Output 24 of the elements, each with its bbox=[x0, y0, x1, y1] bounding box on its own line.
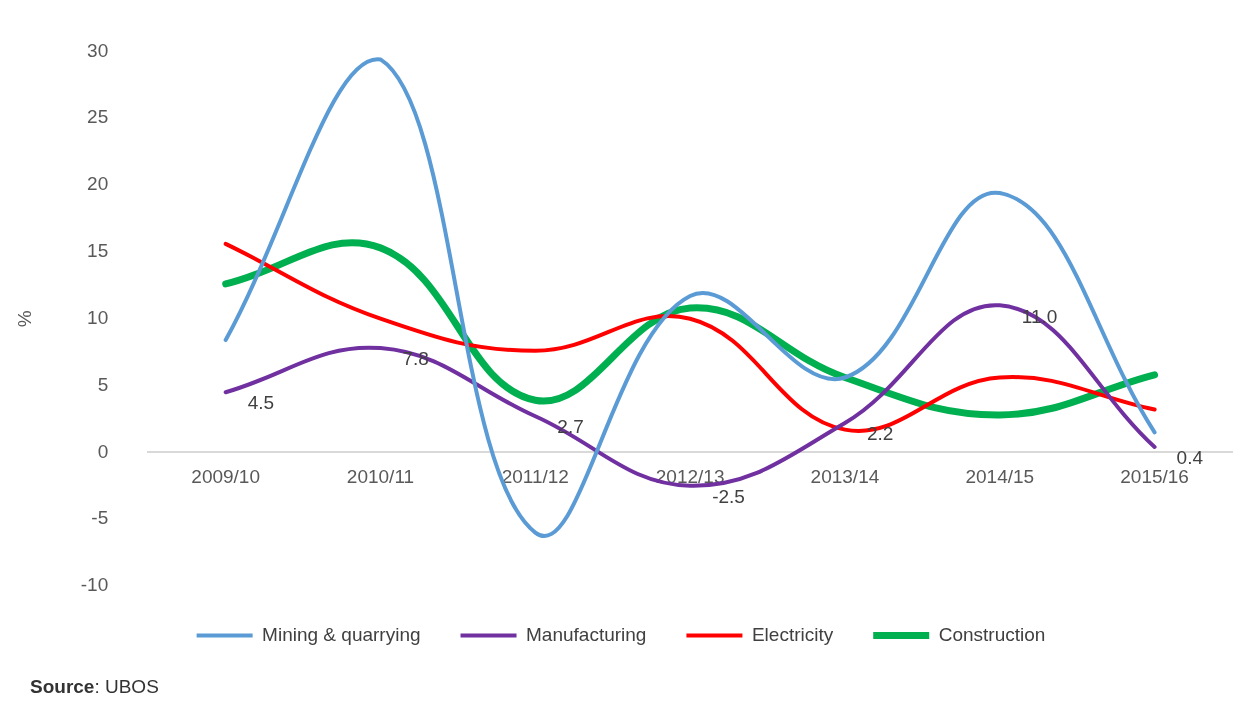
x-tick-label: 2009/10 bbox=[191, 465, 261, 487]
x-tick-label: 2014/15 bbox=[965, 465, 1035, 487]
legend-label: Electricity bbox=[751, 623, 834, 645]
y-tick-label: 15 bbox=[87, 240, 109, 262]
y-tick-label: 0 bbox=[97, 440, 109, 462]
y-axis-title: % bbox=[13, 310, 35, 328]
legend-label: Mining & quarrying bbox=[262, 623, 421, 645]
x-tick-label: 2010/11 bbox=[346, 465, 415, 487]
x-tick-label: 2011/12 bbox=[501, 465, 569, 487]
data-label: 2.7 bbox=[557, 416, 584, 438]
y-tick-label: 25 bbox=[87, 106, 109, 128]
data-label: 4.5 bbox=[247, 392, 275, 414]
y-tick-label: -5 bbox=[91, 507, 109, 529]
y-tick-label: -10 bbox=[80, 574, 109, 596]
legend-label: Construction bbox=[938, 623, 1046, 645]
x-tick-label: 2013/14 bbox=[810, 465, 880, 487]
source-note: Source: UBOS bbox=[30, 676, 159, 698]
y-tick-label: 5 bbox=[97, 373, 109, 395]
legend-label: Manufacturing bbox=[526, 623, 647, 645]
y-tick-label: 20 bbox=[87, 173, 109, 195]
y-tick-label: 10 bbox=[87, 306, 109, 328]
data-label: 2.2 bbox=[866, 423, 894, 445]
data-label: -2.5 bbox=[712, 486, 745, 507]
y-tick-label: 30 bbox=[87, 39, 109, 61]
